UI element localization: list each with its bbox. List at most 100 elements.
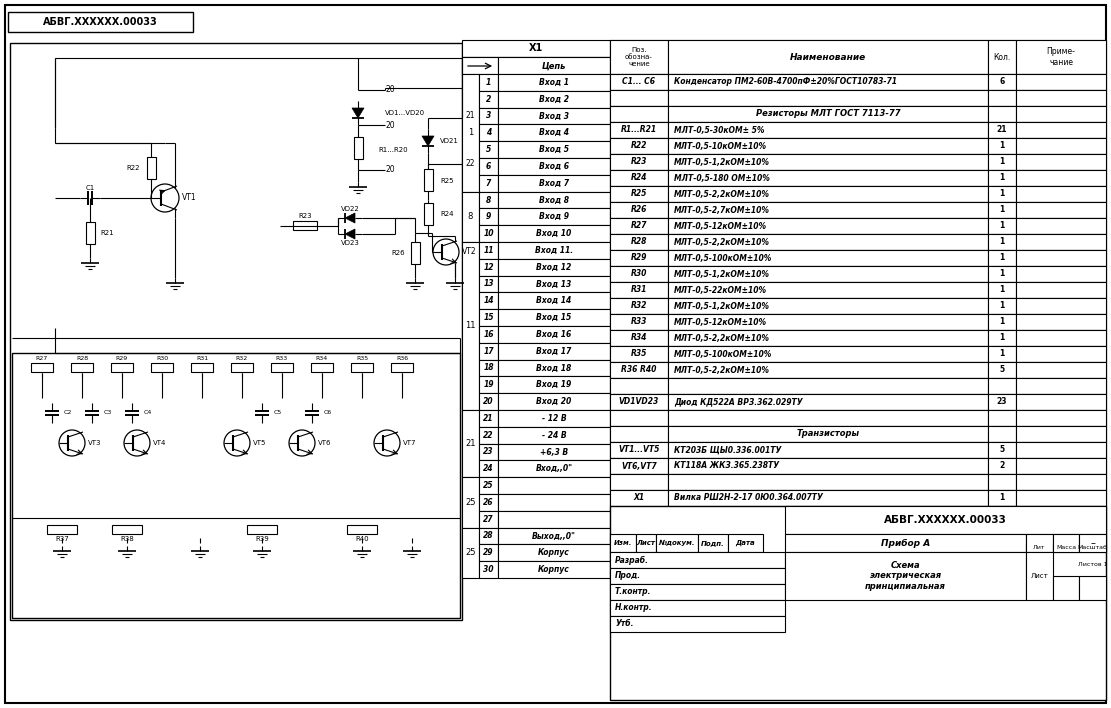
Text: X1: X1: [529, 43, 543, 53]
Bar: [610, 154, 668, 170]
Bar: [610, 250, 1105, 266]
Text: VD1...VD20: VD1...VD20: [386, 110, 426, 116]
Text: C1: C1: [86, 185, 94, 191]
Bar: [498, 108, 610, 125]
Bar: [988, 458, 1015, 474]
Bar: [988, 490, 1015, 506]
Text: 6: 6: [1000, 77, 1004, 86]
Bar: [498, 242, 610, 259]
Bar: [988, 314, 1015, 330]
Bar: [47, 525, 77, 534]
Bar: [424, 169, 433, 191]
Bar: [610, 458, 1105, 474]
Polygon shape: [352, 108, 364, 118]
Bar: [498, 208, 610, 225]
Text: R24: R24: [631, 173, 648, 183]
Bar: [498, 444, 610, 460]
Bar: [635, 534, 655, 552]
Text: Вход 10: Вход 10: [537, 229, 572, 238]
Text: МЛТ-0,5-180 ОМ±10%: МЛТ-0,5-180 ОМ±10%: [674, 173, 770, 183]
Bar: [988, 330, 1015, 346]
Bar: [610, 170, 668, 186]
Text: 25: 25: [466, 498, 476, 507]
Bar: [479, 74, 498, 91]
Bar: [351, 363, 373, 372]
Text: 13: 13: [483, 280, 493, 288]
Bar: [668, 234, 988, 250]
Bar: [498, 460, 610, 477]
Bar: [988, 266, 1015, 282]
Text: АБВГ.XXXXXX.00033: АБВГ.XXXXXX.00033: [884, 515, 1007, 525]
Bar: [610, 122, 1105, 138]
Bar: [479, 561, 498, 578]
Bar: [479, 259, 498, 275]
Bar: [498, 410, 610, 427]
Text: КТ203Б ЩЫ0.336.001ТУ: КТ203Б ЩЫ0.336.001ТУ: [674, 445, 781, 455]
Text: R32: R32: [631, 302, 648, 311]
Bar: [462, 477, 479, 527]
Text: Вход 13: Вход 13: [537, 280, 572, 288]
Bar: [668, 426, 988, 442]
Bar: [347, 525, 377, 534]
Bar: [498, 377, 610, 393]
Text: Цепь: Цепь: [542, 62, 567, 71]
Bar: [1015, 298, 1105, 314]
Text: 1: 1: [1000, 205, 1004, 215]
Text: МЛТ-0,5-12кОМ±10%: МЛТ-0,5-12кОМ±10%: [674, 222, 767, 231]
Text: VT6,VT7: VT6,VT7: [621, 462, 657, 471]
Text: R32: R32: [236, 357, 248, 362]
Text: Изм.: Изм.: [613, 540, 632, 546]
Text: МЛТ-0,5-1,2кОМ±10%: МЛТ-0,5-1,2кОМ±10%: [674, 270, 770, 278]
Text: Кол.: Кол.: [993, 52, 1011, 62]
Bar: [1015, 170, 1105, 186]
Text: 25: 25: [466, 548, 476, 557]
Text: 16: 16: [483, 330, 493, 339]
Bar: [10, 43, 462, 620]
Bar: [1015, 474, 1105, 490]
Text: 25: 25: [483, 481, 493, 490]
Bar: [71, 363, 93, 372]
Text: 14: 14: [483, 297, 493, 305]
Text: Вход 3: Вход 3: [539, 111, 569, 120]
Text: Схема
электрическая
принципиальная: Схема электрическая принципиальная: [865, 561, 945, 591]
Bar: [1015, 250, 1105, 266]
Bar: [610, 458, 668, 474]
Bar: [1015, 154, 1105, 170]
Text: R34: R34: [316, 357, 328, 362]
Bar: [247, 525, 277, 534]
Text: Вход 5: Вход 5: [539, 145, 569, 154]
Bar: [610, 600, 785, 616]
Text: 7: 7: [486, 178, 491, 188]
Text: R25: R25: [631, 190, 648, 198]
Text: Дата: Дата: [735, 540, 755, 546]
Polygon shape: [422, 136, 434, 146]
Bar: [610, 218, 1105, 234]
Text: R36 R40: R36 R40: [621, 365, 657, 375]
Bar: [668, 458, 988, 474]
Text: VD23: VD23: [341, 240, 360, 246]
Text: 20: 20: [386, 120, 394, 130]
Text: 1: 1: [1000, 333, 1004, 343]
Text: 26: 26: [483, 498, 493, 507]
Bar: [610, 394, 668, 410]
Text: 15: 15: [483, 313, 493, 322]
Text: R31: R31: [631, 285, 648, 295]
Bar: [1015, 410, 1105, 426]
Text: VT2: VT2: [462, 248, 477, 256]
Bar: [988, 74, 1015, 90]
Bar: [1015, 218, 1105, 234]
Text: Вход 16: Вход 16: [537, 330, 572, 339]
Bar: [1015, 186, 1105, 202]
Text: 1: 1: [1000, 237, 1004, 246]
Text: R22: R22: [631, 142, 648, 151]
Text: МЛТ-0,5-12кОМ±10%: МЛТ-0,5-12кОМ±10%: [674, 317, 767, 326]
Bar: [479, 275, 498, 292]
Bar: [498, 141, 610, 158]
Bar: [479, 510, 498, 527]
Bar: [668, 298, 988, 314]
Text: 22: 22: [483, 430, 493, 440]
Bar: [479, 141, 498, 158]
Bar: [462, 57, 498, 74]
Bar: [498, 57, 610, 74]
Bar: [668, 90, 988, 106]
